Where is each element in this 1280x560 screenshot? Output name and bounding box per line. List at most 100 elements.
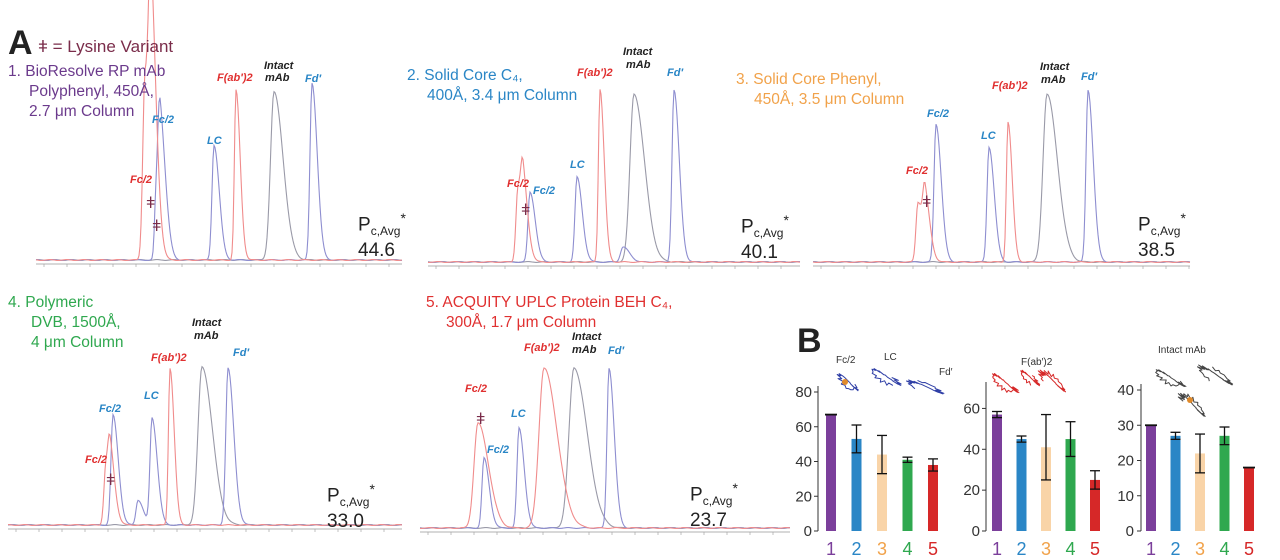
panel-label-a: A	[8, 24, 33, 62]
bar-y-tick-label: 10	[1117, 488, 1134, 505]
peak-label-fc2: Fc/2	[465, 383, 488, 395]
trace-ides-red	[420, 367, 791, 529]
bar-y-tick-label: 0	[804, 523, 812, 540]
peak-label-intact: Intact	[623, 46, 653, 58]
bar-x-label: 2	[1016, 539, 1026, 559]
structure-label-fc2: Fc/2	[836, 355, 856, 366]
peak-label-fd: Fd′	[233, 347, 250, 359]
structure-label-lc: LC	[884, 352, 897, 363]
peak-label-mab: mAb	[572, 344, 597, 356]
trace-intact-mab	[813, 93, 1191, 263]
pc-avg-1: Pc,Avg* 44.6	[358, 210, 406, 262]
bar-x-label: 5	[1244, 539, 1254, 559]
structure-label-fab2: F(ab′)2	[1021, 357, 1053, 368]
pc-avg-4: Pc,Avg* 33.0	[327, 481, 375, 533]
ribbon-structure	[1155, 369, 1187, 387]
bar-y-tick-label: 80	[795, 384, 812, 401]
peak-label-mab: mAb	[1041, 74, 1066, 86]
bar-3	[1195, 453, 1205, 531]
peak-label-fd: Fd′	[305, 73, 322, 85]
peak-label-lc: LC	[207, 135, 222, 147]
bar-y-tick-label: 60	[963, 400, 980, 417]
peak-label-intact: Intact	[1040, 61, 1070, 73]
peak-label-lc: LC	[570, 159, 585, 171]
bar-5	[1090, 479, 1100, 531]
column-3-title: 3. Solid Core Phenyl, 450Å, 3.5 μm Colum…	[736, 71, 905, 108]
bar-5	[1244, 467, 1254, 531]
column-2-title: 2. Solid Core C₄, 400Å, 3.4 μm Column	[407, 67, 578, 104]
bar-1	[826, 414, 836, 531]
structure-label-intact: Intact mAb	[1158, 345, 1206, 356]
lysine-legend: ǂ = Lysine Variant	[38, 37, 174, 56]
pc-avg-5: Pc,Avg* 23.7	[690, 480, 738, 532]
ribbon-structure	[1020, 369, 1041, 387]
peak-label-intact: Intact	[192, 317, 222, 329]
bar-x-label: 2	[1170, 539, 1180, 559]
peak-label-fc2: Fc/2	[487, 444, 510, 456]
peak-label-fc2: Fc/2	[85, 454, 108, 466]
column-5-title: 5. ACQUITY UPLC Protein BEH C₄, 300Å, 1.…	[426, 294, 673, 331]
panel-label-b: B	[797, 322, 822, 360]
lysine-mark: ǂ	[922, 194, 932, 211]
trace-ides-red	[8, 368, 403, 526]
bar-y-tick-label: 40	[963, 441, 980, 458]
bar-y-tick-label: 20	[1117, 453, 1134, 470]
bar-4	[1219, 435, 1230, 531]
lysine-mark: ǂ	[146, 195, 156, 212]
peak-label-mab: mAb	[626, 59, 651, 71]
peak-label-fc2: Fc/2	[533, 185, 556, 197]
bar-x-label: 4	[1219, 539, 1229, 559]
glycan-marker	[1187, 397, 1193, 403]
trace-reduced-blue	[812, 89, 1191, 263]
peak-label-lc: LC	[511, 408, 526, 420]
bar-x-label: 1	[1146, 539, 1156, 559]
bar-4	[1065, 439, 1076, 531]
peak-label-fc2: Fc/2	[152, 114, 175, 126]
peak-label-fc2: Fc/2	[130, 174, 153, 186]
glycan-marker	[842, 379, 848, 385]
bar-3	[1041, 447, 1051, 531]
bar-y-tick-label: 40	[1117, 382, 1134, 399]
bar-x-label: 2	[851, 539, 861, 559]
peak-label-fab2: F(ab′)2	[151, 352, 187, 364]
bar-2	[851, 438, 862, 531]
bar-4	[902, 459, 913, 531]
peak-label-fd: Fd′	[1081, 71, 1098, 83]
lysine-mark: ǂ	[476, 411, 486, 428]
peak-label-fc2: Fc/2	[99, 403, 122, 415]
trace-ides-red	[812, 121, 1191, 263]
bar-x-label: 3	[1195, 539, 1205, 559]
peak-label-intact: Intact	[264, 60, 294, 72]
ribbon-structure	[1037, 369, 1066, 393]
peak-label-fab2: F(ab′)2	[577, 67, 613, 79]
peak-label-fab2: F(ab′)2	[217, 72, 253, 84]
bar-y-tick-label: 60	[795, 419, 812, 436]
bar-x-label: 4	[902, 539, 912, 559]
bar-y-tick-label: 30	[1117, 417, 1134, 434]
bar-x-label: 5	[1090, 539, 1100, 559]
chromatograms	[7, 0, 1191, 535]
bar-1	[992, 414, 1002, 531]
trace-ides-red	[428, 89, 801, 263]
trace-ides-red	[35, 0, 403, 261]
bar-x-label: 3	[877, 539, 887, 559]
pc-avg-3: Pc,Avg* 38.5	[1138, 210, 1186, 262]
bar-1	[1146, 425, 1156, 531]
peak-label-fc2: Fc/2	[927, 108, 950, 120]
ribbon-structure	[906, 379, 945, 395]
lysine-mark: ǂ	[106, 472, 116, 489]
protein-structures	[836, 364, 1234, 417]
ribbon-structure	[836, 373, 859, 392]
lysine-mark: ǂ	[152, 218, 162, 235]
bar-y-tick-label: 0	[1126, 523, 1134, 540]
peak-label-lc: LC	[144, 390, 159, 402]
structure-label-fd: Fd′	[939, 367, 953, 378]
peak-label-lc: LC	[981, 130, 996, 142]
peak-label-fc2: Fc/2	[507, 178, 530, 190]
bar-x-label: 1	[826, 539, 836, 559]
bar-y-tick-label: 40	[795, 454, 812, 471]
bar-x-label: 3	[1041, 539, 1051, 559]
peak-label-fc2: Fc/2	[906, 165, 929, 177]
